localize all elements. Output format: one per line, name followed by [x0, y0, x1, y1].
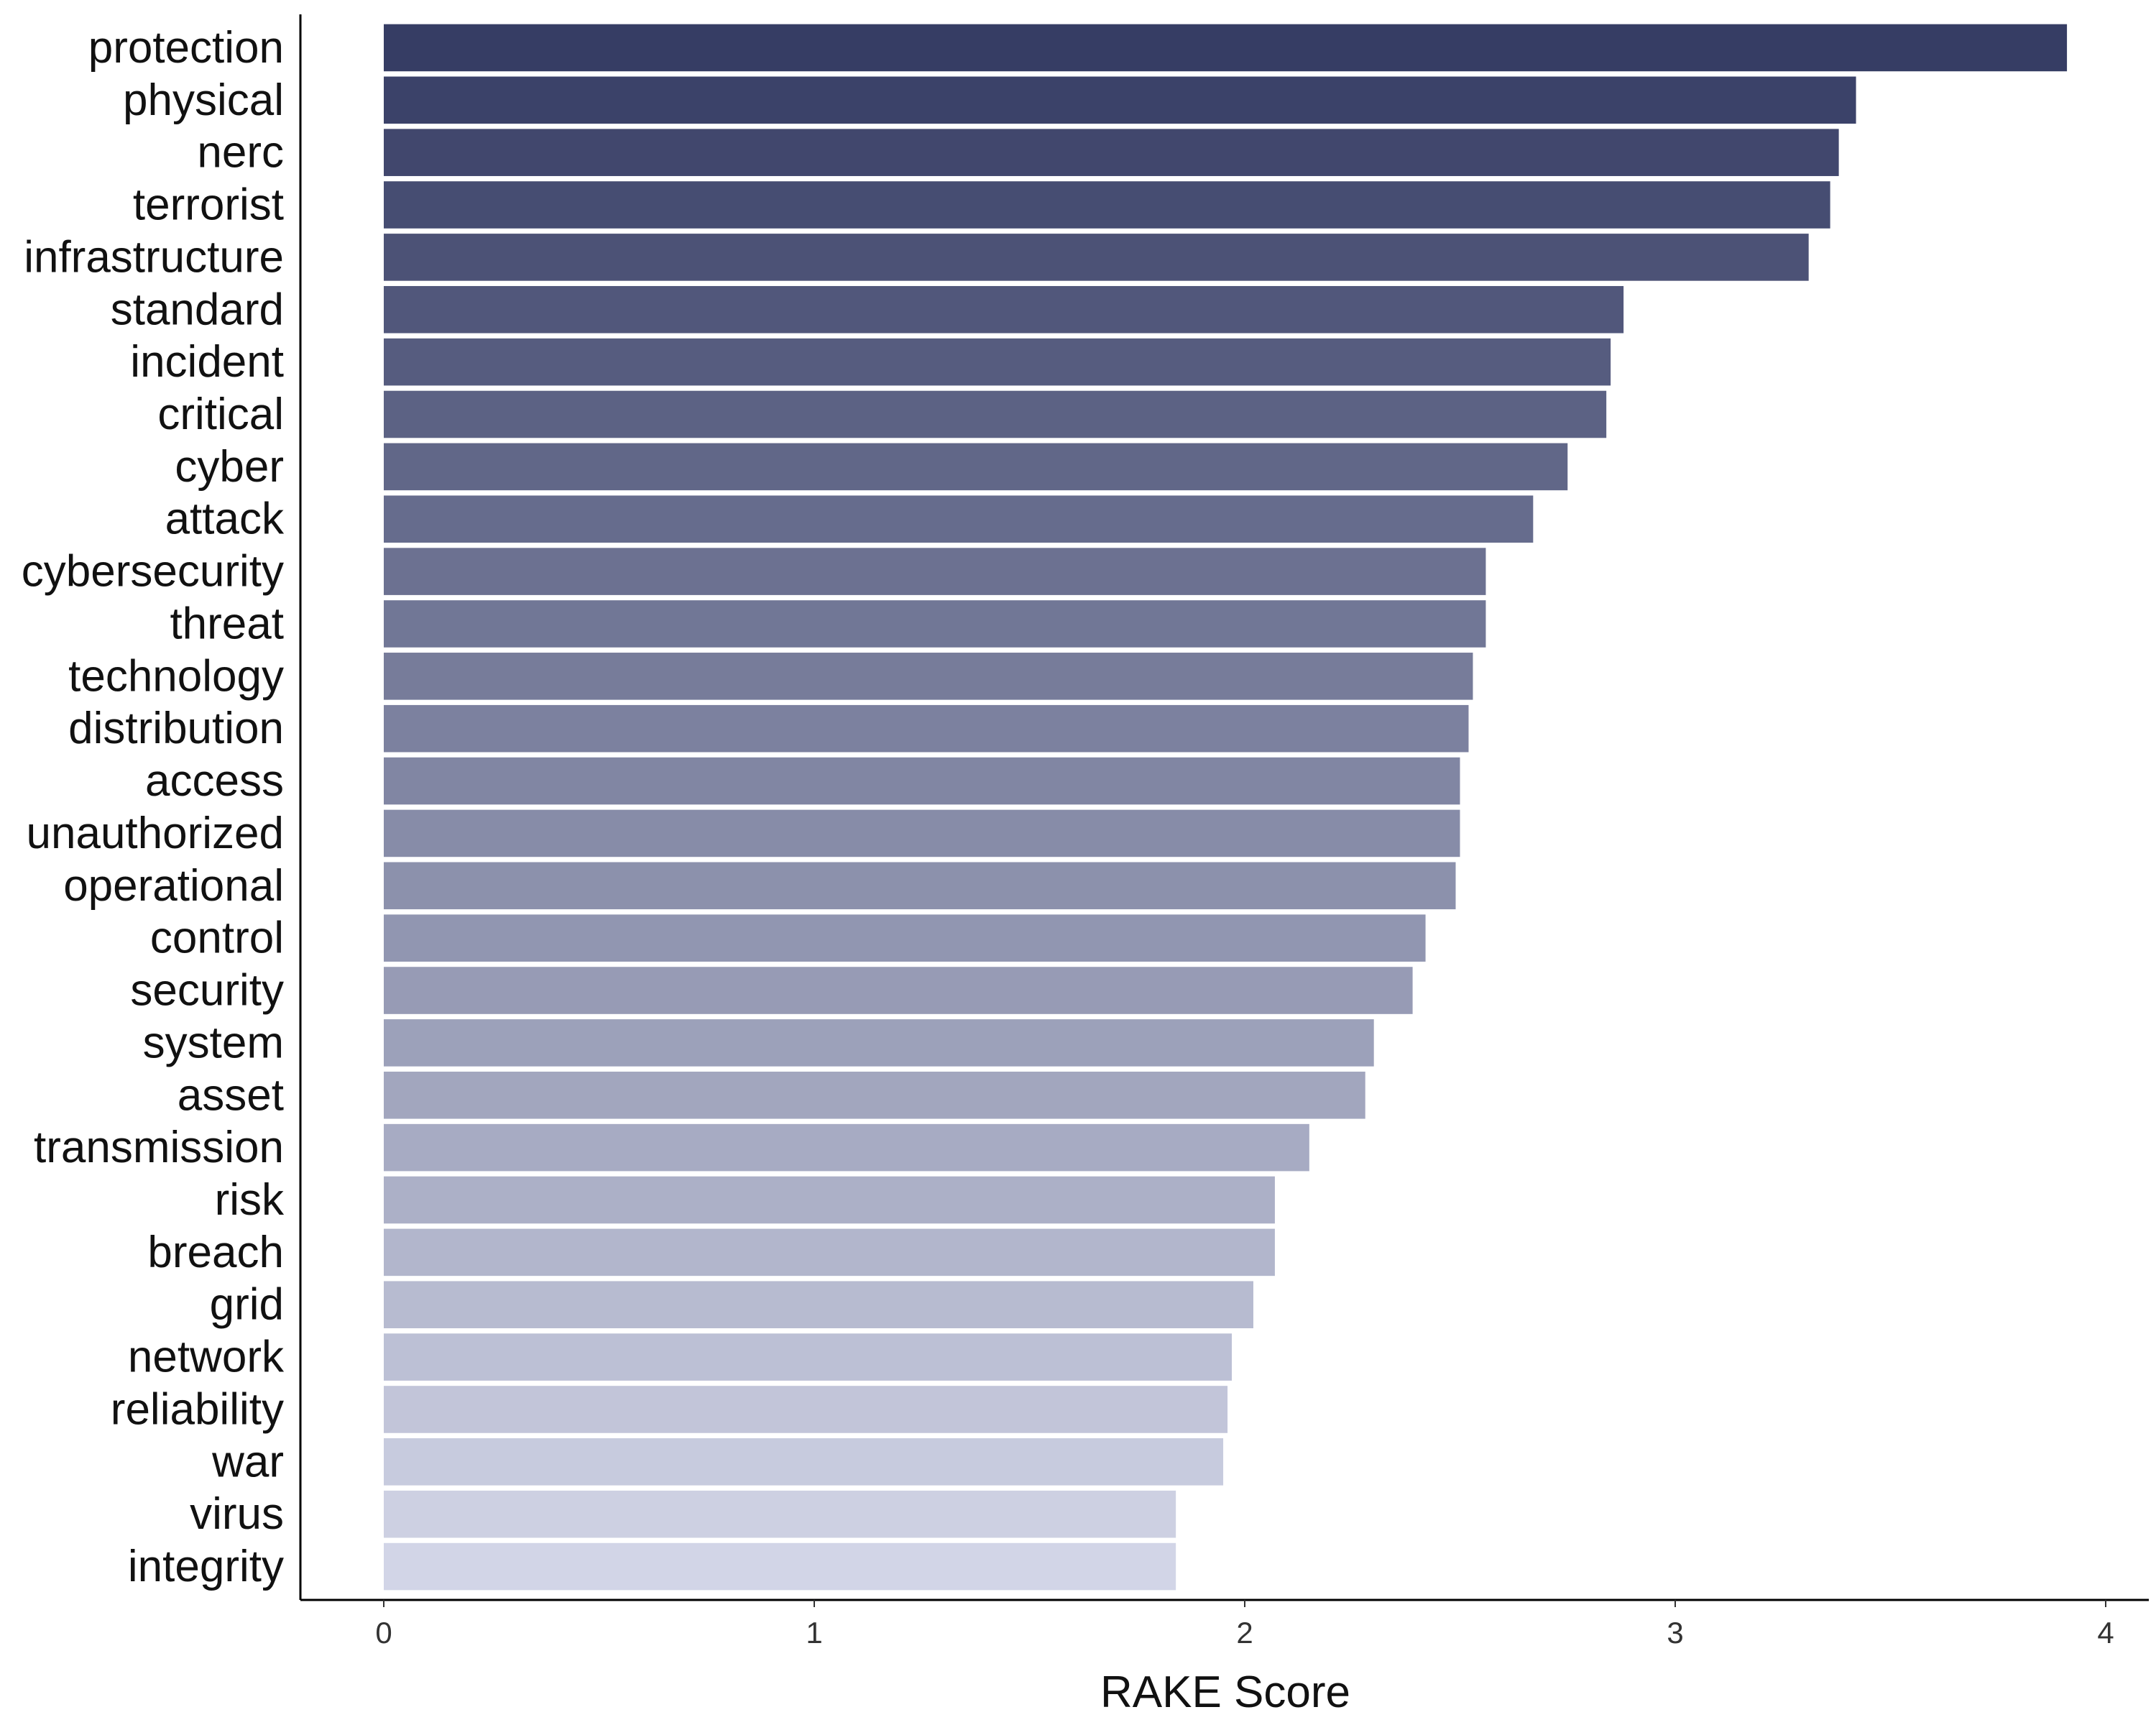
bar-control — [384, 914, 1426, 962]
category-label-incident: incident — [130, 337, 284, 387]
category-label-infrastructure: infrastructure — [24, 232, 284, 282]
bar-technology — [384, 653, 1473, 700]
bar-unauthorized — [384, 809, 1460, 857]
bar-terrorist — [384, 181, 1830, 229]
x-tick-label-1: 1 — [806, 1616, 822, 1650]
category-label-attack: attack — [165, 494, 285, 544]
category-label-protection: protection — [88, 23, 284, 73]
x-tick-label-4: 4 — [2097, 1616, 2114, 1650]
category-label-distribution: distribution — [68, 704, 284, 753]
bar-breach — [384, 1228, 1275, 1276]
bar-protection — [384, 24, 2068, 72]
bar-threat — [384, 600, 1486, 648]
bar-infrastructure — [384, 234, 1809, 281]
category-label-transmission: transmission — [34, 1123, 284, 1172]
bar-asset — [384, 1071, 1365, 1119]
x-axis-title: RAKE Score — [1100, 1668, 1350, 1717]
bar-transmission — [384, 1123, 1309, 1172]
category-label-security: security — [130, 966, 284, 1016]
bar-distribution — [384, 704, 1469, 753]
bar-attack — [384, 495, 1534, 543]
bar-standard — [384, 285, 1624, 334]
category-label-threat: threat — [170, 599, 284, 648]
category-label-unauthorized: unauthorized — [27, 809, 285, 858]
category-label-risk: risk — [215, 1175, 285, 1225]
category-label-operational: operational — [63, 861, 284, 911]
category-label-access: access — [145, 756, 284, 806]
category-label-integrity: integrity — [128, 1542, 284, 1591]
category-label-terrorist: terrorist — [133, 180, 284, 230]
bar-operational — [384, 862, 1456, 910]
category-label-breach: breach — [147, 1228, 284, 1277]
bar-cybersecurity — [384, 548, 1486, 595]
x-tick-label-2: 2 — [1236, 1616, 1253, 1650]
category-label-nerc: nerc — [197, 128, 284, 178]
bar-system — [384, 1019, 1374, 1067]
bar-cyber — [384, 443, 1568, 491]
category-label-asset: asset — [178, 1070, 284, 1120]
x-tick-label-0: 0 — [375, 1616, 392, 1650]
bar-physical — [384, 76, 1856, 124]
bar-risk — [384, 1176, 1275, 1224]
bar-critical — [384, 390, 1607, 438]
category-label-reliability: reliability — [111, 1384, 284, 1434]
x-axis-ticks: 0 1 2 3 4 — [375, 1600, 2114, 1650]
bar-incident — [384, 338, 1611, 386]
category-label-cyber: cyber — [175, 442, 284, 492]
category-label-critical: critical — [157, 390, 284, 439]
category-label-grid: grid — [210, 1280, 284, 1330]
bar-reliability — [384, 1386, 1228, 1433]
category-label-cybersecurity: cybersecurity — [22, 547, 284, 597]
bar-grid — [384, 1281, 1253, 1329]
bar-integrity — [384, 1542, 1176, 1591]
category-label-network: network — [128, 1333, 285, 1382]
bar-nerc — [384, 129, 1839, 176]
bar-access — [384, 757, 1460, 805]
bar-security — [384, 967, 1413, 1014]
bar-virus — [384, 1490, 1176, 1538]
category-labels: protectionphysicalnercterroristinfrastru… — [22, 23, 285, 1591]
category-label-system: system — [143, 1018, 284, 1067]
bar-network — [384, 1333, 1233, 1381]
category-label-war: war — [211, 1437, 284, 1486]
category-label-virus: virus — [190, 1489, 284, 1539]
category-label-standard: standard — [111, 285, 284, 334]
bar-war — [384, 1438, 1224, 1486]
category-label-physical: physical — [123, 75, 284, 125]
category-label-technology: technology — [68, 651, 284, 701]
x-tick-label-3: 3 — [1667, 1616, 1683, 1650]
bars-layer — [384, 24, 2068, 1591]
category-label-control: control — [150, 914, 284, 963]
